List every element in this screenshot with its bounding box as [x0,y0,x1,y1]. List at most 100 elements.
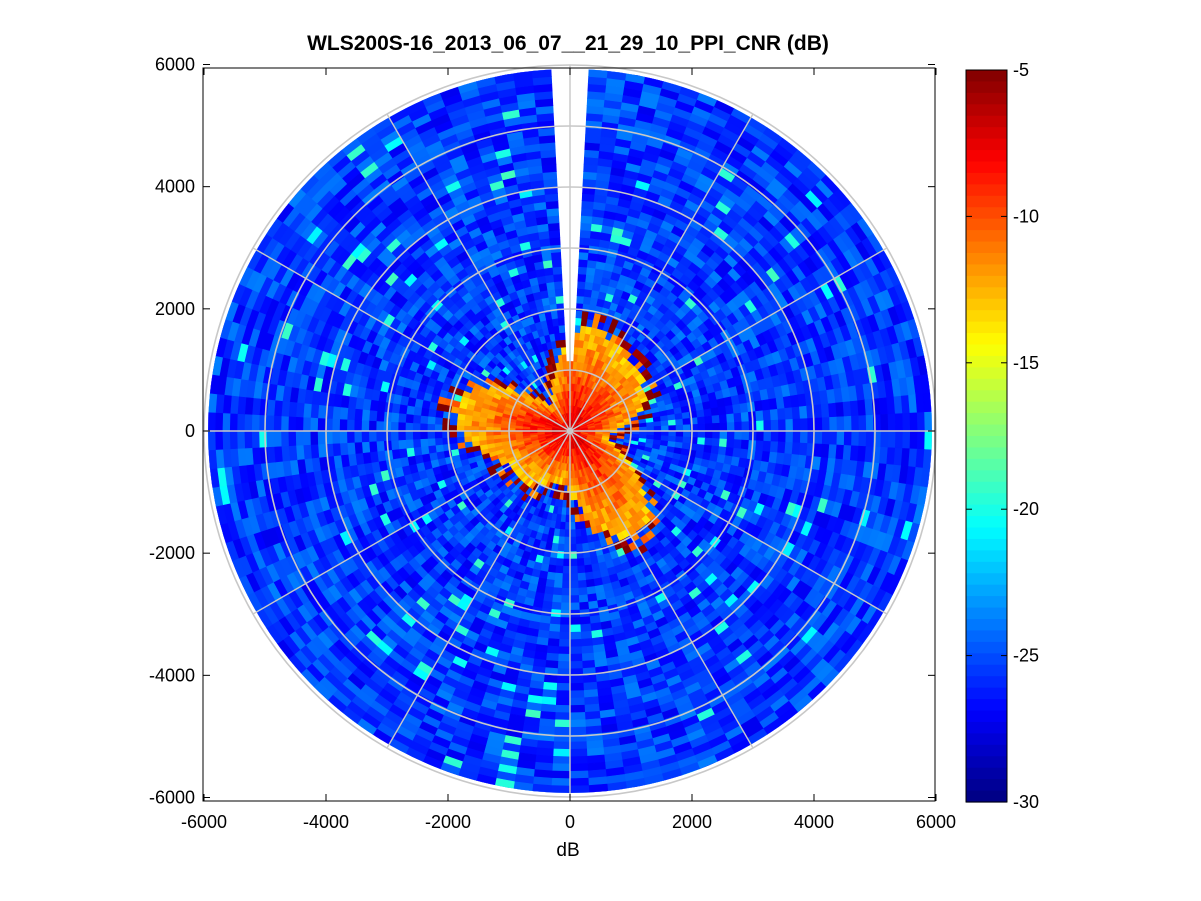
cnr-cell [858,415,867,432]
cnr-cell [420,407,430,417]
cnr-cell [584,281,594,291]
cnr-cell [835,401,845,418]
cnr-cell [578,251,590,261]
cnr-cell [331,430,341,444]
cnr-cell [405,413,414,424]
cnr-cell [564,522,571,531]
cnr-cell [554,719,571,728]
cnr-cell [575,536,583,545]
cnr-cell [553,579,563,589]
cnr-cell [887,413,897,432]
cnr-cell [756,420,765,432]
cnr-cell [580,630,593,640]
cnr-cell [553,572,563,582]
cnr-cell [829,416,838,432]
cnr-cell [820,403,830,419]
cnr-cell [710,445,720,455]
cnr-cell [569,543,577,553]
cnr-cell [280,430,289,447]
cnr-cell [390,439,400,451]
cnr-cell [569,719,586,728]
cnr-cell [799,418,809,432]
cnr-cell [569,741,587,750]
cnr-cell [434,423,443,432]
cnr-cell [791,442,801,456]
cnr-cell [719,422,728,432]
cnr-cell [208,430,216,451]
cnr-cell [551,770,571,780]
cnr-cell [828,402,838,418]
cnr-cell [577,587,588,596]
cnr-cell [586,266,597,276]
cnr-cell [569,777,589,787]
cnr-cell [243,413,253,432]
cnr-cell [236,413,246,432]
cnr-cell [412,414,422,424]
cnr-cell [463,430,472,437]
cnr-cell [419,430,428,440]
cnr-cell [733,439,743,450]
cnr-cell [569,580,579,589]
cnr-cell [675,424,684,432]
cnr-cell [579,623,592,633]
cnr-cell [843,430,853,447]
cnr-cell [339,418,348,432]
cnr-cell [569,726,587,736]
cnr-cell [456,424,465,432]
cnr-cell [560,595,571,604]
cnr-cell [902,430,911,450]
cnr-cell [576,295,585,304]
cnr-cell [784,407,794,421]
cnr-cell [682,418,691,426]
cnr-cell [317,443,327,458]
cnr-cell [551,763,571,772]
cnr-cell [404,422,414,432]
cnr-cell [638,422,648,428]
cnr-cell [251,414,260,432]
cnr-cell [552,755,571,765]
cnr-cell [741,430,750,441]
cnr-cell [317,404,327,419]
cnr-cell [564,529,571,538]
cnr-cell [485,434,494,441]
cnr-cell [419,438,429,448]
cnr-cell [541,689,557,699]
cnr-cell [569,653,583,662]
cnr-cell [894,430,904,449]
cnr-cell [397,421,406,432]
cnr-cell [448,424,458,432]
cnr-cell [734,430,743,441]
cnr-cell [214,412,224,432]
cnr-cell [544,659,559,669]
cnr-cell [799,430,809,444]
cnr-cell [542,681,558,691]
cnr-cell [287,430,297,447]
cnr-cell [540,696,557,706]
cnr-cell [798,442,808,457]
cnr-cell [332,405,342,420]
cnr-cell [703,408,713,418]
cnr-cell [397,412,407,423]
cnr-cell [463,435,473,443]
cnr-cell [578,258,589,268]
cnr-cell [865,430,875,448]
cnr-cell [579,616,591,626]
cnr-cell [579,236,591,246]
cnr-cell [550,785,571,793]
cnr-cell [449,442,459,451]
cnr-cell [580,645,594,655]
cnr-cell [581,542,590,552]
cnr-cell [718,438,728,448]
cnr-cell [375,440,385,452]
cnr-cell [375,410,385,422]
cnr-cell [405,404,415,415]
cnr-cell [419,414,429,424]
cnr-cell [784,441,794,455]
cnr-cell [569,587,579,597]
cnr-cell [577,579,587,589]
cnr-cell [576,288,586,297]
cnr-cell [792,418,801,432]
cnr-cell [586,586,597,596]
cnr-cell [660,420,670,427]
cnr-cell [814,417,823,432]
